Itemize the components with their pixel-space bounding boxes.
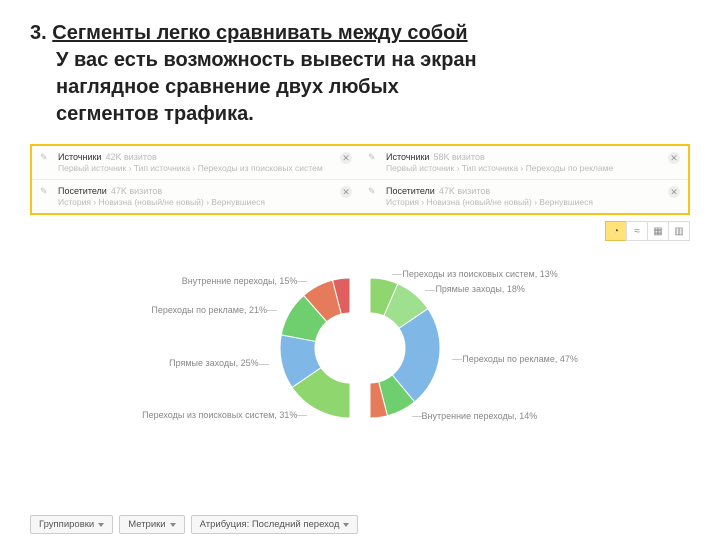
dropdown-label: Группировки <box>39 519 94 530</box>
segment-count: 47K визитов <box>111 186 162 196</box>
segment-cell[interactable]: ✎ ✕ Посетители 47K визитовИстория › Новизна… <box>360 179 688 213</box>
segment-path: Первый источник › Тип источника › Перехо… <box>386 163 678 173</box>
heading-desc-3: сегментов трафика. <box>56 101 690 128</box>
segment-name: Источники <box>58 152 101 162</box>
chevron-down-icon <box>170 523 176 527</box>
slice-label: Переходы из поисковых систем, 13% <box>389 269 557 279</box>
bar-icon[interactable]: ▥ <box>668 221 690 241</box>
slice-label: Переходы из поисковых систем, 31% <box>142 410 310 420</box>
segment-cell[interactable]: ✎ ✕ Источники 42K визитовПервый источник › … <box>32 146 360 179</box>
slice-label: Переходы по рекламе, 21% <box>151 305 280 315</box>
slice-label: Переходы по рекламе, 47% <box>449 354 578 364</box>
grid-icon[interactable]: ▦ <box>647 221 669 241</box>
segment-path: Первый источник › Тип источника › Перехо… <box>58 163 350 173</box>
heading-desc-2: наглядное сравнение двух любых <box>56 74 690 101</box>
edit-icon[interactable]: ✎ <box>368 186 378 196</box>
chart-type-toolbar: ◔≈▦▥ <box>30 221 690 241</box>
close-icon[interactable]: ✕ <box>340 152 352 164</box>
segment-count: 58K визитов <box>433 152 484 162</box>
segment-path: История › Новизна (новый/не новый) › Вер… <box>58 197 350 207</box>
slice-label: Прямые заходы, 25% <box>169 358 271 368</box>
segment-cell[interactable]: ✎ ✕ Посетители 47K визитовИстория › Новизна… <box>32 179 360 213</box>
segment-path: История › Новизна (новый/не новый) › Вер… <box>386 197 678 207</box>
slice-label: Внутренние переходы, 14% <box>409 411 538 421</box>
segment-compare-panel: ✎✕Источники42K визитовПервый источник › … <box>30 144 690 215</box>
dropdown-button[interactable]: Метрики <box>119 515 184 534</box>
segment-name: Посетители <box>58 186 107 196</box>
line-icon[interactable]: ≈ <box>626 221 648 241</box>
slice-label: Внутренние переходы, 15% <box>182 276 311 286</box>
segment-name: Источники <box>386 152 429 162</box>
close-icon[interactable]: ✕ <box>668 186 680 198</box>
pie-icon[interactable]: ◔ <box>605 221 627 241</box>
segment-count: 47K визитов <box>439 186 490 196</box>
heading-title: Сегменты легко сравнивать между собой <box>52 22 467 44</box>
close-icon[interactable]: ✕ <box>668 152 680 164</box>
slice-label: Прямые заходы, 18% <box>422 284 524 294</box>
dropdown-label: Метрики <box>128 519 165 530</box>
donut-half-left: Переходы из поисковых систем, 31%Прямые … <box>200 248 355 448</box>
donut-half-right: Переходы из поисковых систем, 13%Прямые … <box>365 248 520 448</box>
chart-area: Переходы из поисковых систем, 31% Прямые … <box>30 243 690 473</box>
dropdown-button[interactable]: Атрибуция: Последний переход <box>191 515 359 534</box>
segment-count: 42K визитов <box>105 152 156 162</box>
segment-name: Посетители <box>386 186 435 196</box>
dropdown-label: Атрибуция: Последний переход <box>200 519 340 530</box>
heading-number: 3. <box>30 22 47 44</box>
chevron-down-icon <box>343 523 349 527</box>
dropdown-button[interactable]: Группировки <box>30 515 113 534</box>
close-icon[interactable]: ✕ <box>340 186 352 198</box>
edit-icon[interactable]: ✎ <box>40 186 50 196</box>
edit-icon[interactable]: ✎ <box>40 152 50 162</box>
segment-cell[interactable]: ✎ ✕ Источники 58K визитовПервый источник › … <box>360 146 688 179</box>
edit-icon[interactable]: ✎ <box>368 152 378 162</box>
chevron-down-icon <box>98 523 104 527</box>
slide-heading: 3. Сегменты легко сравнивать между собой… <box>30 20 690 128</box>
bottom-controls: Группировки Метрики Атрибуция: Последний п… <box>30 515 358 534</box>
heading-desc-1: У вас есть возможность вывести на экран <box>56 47 690 74</box>
